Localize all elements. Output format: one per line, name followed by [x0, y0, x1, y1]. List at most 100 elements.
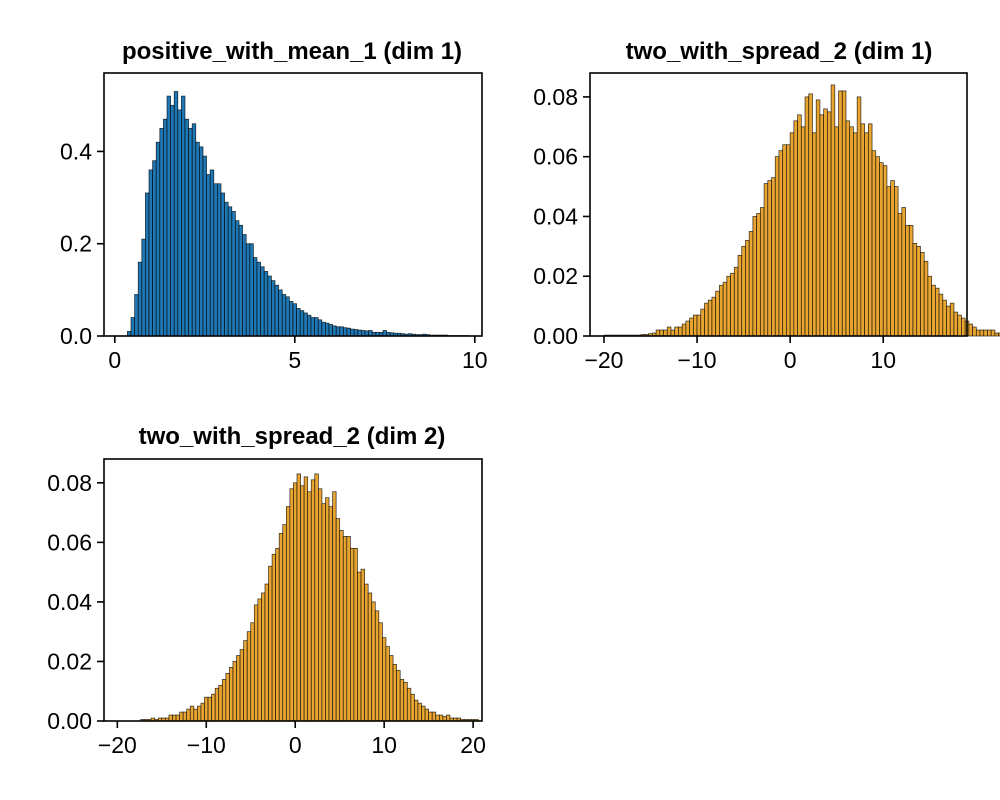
histogram-bar — [206, 174, 211, 337]
histogram-bar — [189, 705, 195, 722]
histogram-bar — [339, 326, 344, 337]
histogram-bar — [815, 99, 821, 337]
histogram-bar — [923, 260, 929, 337]
histogram-bar — [715, 290, 720, 337]
histogram-bar — [886, 186, 892, 337]
x-tick-label: 10 — [870, 347, 896, 373]
histogram-bar — [830, 84, 836, 337]
histogram-bar — [318, 488, 323, 722]
histogram-bar — [446, 714, 451, 722]
histogram-bar — [961, 317, 966, 337]
histogram-bar — [696, 314, 702, 337]
plot-frame — [589, 72, 968, 337]
histogram-bar — [145, 192, 150, 337]
histogram-bar — [278, 289, 283, 337]
histogram-bar — [225, 673, 230, 722]
histogram-bar — [789, 132, 795, 337]
histogram-bar — [704, 302, 709, 337]
y-axis: 0.0 0.2 0.4 — [60, 138, 104, 349]
histogram-bar — [438, 714, 444, 722]
histogram-bar — [274, 284, 279, 337]
y-tick-label: 0.02 — [533, 263, 578, 289]
histogram-bar — [678, 326, 683, 337]
histogram-bar — [245, 243, 251, 337]
histogram-bar — [942, 299, 947, 337]
x-tick-label: 0 — [784, 347, 797, 373]
histogram-bar — [998, 332, 1000, 337]
y-tick-label: 0.06 — [47, 529, 92, 555]
x-axis: 0 5 10 — [108, 336, 488, 373]
histogram-bar — [994, 332, 999, 337]
histogram-bar — [191, 123, 197, 337]
histogram-bar — [726, 275, 731, 337]
histogram-bar — [838, 90, 843, 337]
y-tick-label: 0.00 — [533, 323, 578, 349]
histogram-bar — [983, 329, 988, 337]
histogram-bar — [275, 547, 280, 722]
y-tick-label: 0.2 — [60, 231, 92, 257]
histogram-bar — [804, 96, 810, 337]
x-tick-label: 0 — [108, 347, 121, 373]
histogram-bar — [217, 183, 222, 337]
histogram-bar — [685, 320, 690, 337]
histogram-bar — [748, 231, 754, 337]
histogram-bars — [140, 473, 479, 722]
histogram-bar — [901, 207, 906, 337]
histogram-bar — [332, 491, 337, 722]
y-tick-label: 0.00 — [47, 708, 92, 734]
histogram-bar — [364, 583, 369, 722]
histogram-bar — [378, 622, 383, 722]
histogram-bar — [990, 329, 996, 337]
histogram-bar — [220, 192, 225, 337]
y-tick-label: 0.04 — [533, 203, 578, 229]
histogram-bar — [399, 678, 405, 722]
histogram-bar — [987, 329, 992, 337]
y-tick-label: 0.08 — [533, 84, 578, 110]
histogram-bar — [303, 476, 309, 722]
histogram-bar — [666, 326, 672, 337]
plot-frame — [103, 458, 483, 722]
histogram-bar — [268, 565, 273, 722]
x-tick-label: −10 — [678, 347, 717, 373]
histogram-bar — [221, 678, 227, 722]
histogram-bar — [204, 696, 209, 722]
histogram-bar — [406, 687, 412, 722]
histogram-bar — [431, 711, 437, 722]
panel-title: positive_with_mean_1 (dim 1) — [122, 38, 462, 65]
histogram-bar — [367, 592, 373, 722]
histogram-bar — [968, 323, 973, 337]
histogram-bar — [232, 661, 237, 722]
histogram-bar — [975, 329, 981, 337]
histogram-bar — [385, 646, 390, 722]
histogram-bar — [670, 329, 676, 337]
histogram-bar — [152, 160, 157, 337]
histogram-bar — [321, 321, 326, 337]
histogram-bar — [659, 329, 664, 337]
histogram-bar — [905, 225, 910, 337]
histogram-bar — [292, 303, 297, 337]
histogram-bar — [346, 327, 351, 337]
histogram-bar — [325, 322, 330, 337]
histogram-bar — [141, 238, 146, 337]
histogram-bar — [741, 245, 746, 337]
y-axis: 0.00 0.02 0.04 0.06 0.08 — [533, 84, 590, 349]
histogram-bar — [953, 311, 959, 337]
histogram-bar — [202, 155, 207, 337]
x-axis: −20 −10 0 10 20 — [98, 721, 486, 758]
histogram-bar — [867, 123, 873, 337]
histogram-bar — [860, 123, 865, 337]
histogram-bar — [875, 156, 880, 337]
histogram-bar — [179, 711, 184, 722]
histogram-bar — [435, 714, 440, 722]
histogram-bar — [213, 183, 218, 337]
histogram-bar — [307, 314, 312, 337]
histogram-bar — [281, 294, 287, 337]
histogram-bar — [949, 302, 955, 337]
histogram-bars — [127, 91, 470, 337]
histogram-bar — [199, 146, 204, 337]
histogram-bar — [853, 132, 858, 337]
histogram-bar — [296, 473, 301, 722]
histogram-bar — [946, 305, 951, 337]
histogram-bar — [392, 664, 397, 722]
